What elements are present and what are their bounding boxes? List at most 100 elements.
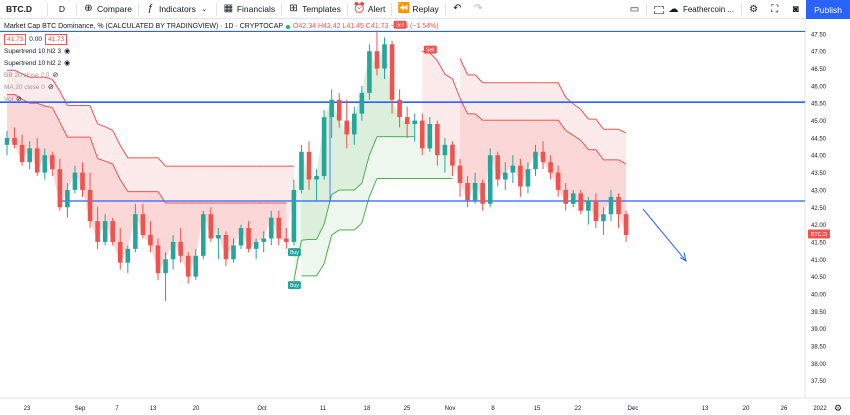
candle-body[interactable] [352,113,357,135]
candle-body[interactable] [419,120,425,149]
candle-body[interactable] [65,189,70,208]
candle-body[interactable] [510,165,516,173]
candle-body[interactable] [623,214,629,236]
candle-body[interactable] [246,228,251,249]
candle-body[interactable] [117,241,123,263]
candle-body[interactable] [389,44,395,100]
candle-body[interactable] [435,124,440,156]
candle-body[interactable] [570,193,576,204]
indicator-row[interactable]: BB 20 close 2 0 ⊘ [4,70,439,81]
candle-body[interactable] [525,169,531,187]
candle-body[interactable] [238,228,244,246]
eye-hidden-icon[interactable]: ⊘ [47,84,54,91]
candle-body[interactable] [314,176,319,180]
candle-body[interactable] [208,214,214,239]
candle-body[interactable] [27,148,32,163]
candle-body[interactable] [95,221,100,242]
candle-body[interactable] [344,120,350,135]
candle-body[interactable] [80,172,85,190]
candle-body[interactable] [34,148,40,173]
candle-body[interactable] [276,217,282,239]
candle-body[interactable] [72,172,78,190]
publish-button[interactable]: Publish [806,0,850,19]
candle-body[interactable] [321,117,327,177]
indicators-button[interactable]: ƒ Indicators ⌄ [140,0,215,19]
candle-body[interactable] [480,182,485,204]
layout-toggle[interactable]: ▭ [624,0,645,19]
price-chart[interactable]: 47.50 47.00 46.50 46.00 45.50 45.00 44.50 44.00… [0,20,850,415]
buy-price-box[interactable]: 41.73 [44,34,68,45]
candle-body[interactable] [253,241,259,249]
candle-body[interactable] [163,259,168,274]
redo-button[interactable]: ↷ [468,0,489,19]
templates-button[interactable]: ⊞ Templates [283,0,346,19]
symbol-search[interactable]: BTC.D [6,4,32,14]
candle-body[interactable] [231,245,236,260]
candle-body[interactable] [223,235,229,260]
candle-body[interactable] [374,51,380,69]
candle-body[interactable] [216,235,221,239]
candle-body[interactable] [427,124,433,149]
candle-body[interactable] [404,117,410,125]
price-axis[interactable] [805,20,850,415]
candle-body[interactable] [450,144,455,166]
fullscreen-button[interactable]: ⛶ [764,0,785,19]
candle-body[interactable] [442,144,448,156]
replay-button[interactable]: ⏪ Replay [393,0,443,19]
gear-icon[interactable]: ⚙ [834,404,842,414]
candle-body[interactable] [125,248,131,263]
candle-body[interactable] [87,189,93,222]
candle-body[interactable] [261,238,266,242]
candle-body[interactable] [533,151,538,170]
candle-body[interactable] [555,172,561,190]
candle-body[interactable] [465,182,470,201]
candle-body[interactable] [359,92,365,114]
candle-body[interactable] [495,155,501,180]
snapshot-button[interactable]: ◙ [785,0,806,19]
candle-body[interactable] [42,155,48,173]
candle-body[interactable] [50,155,55,170]
candle-body[interactable] [291,189,297,242]
candle-body[interactable] [367,51,372,93]
candle-body[interactable] [185,255,191,277]
eye-icon[interactable]: ◉ [64,60,71,67]
candle-body[interactable] [284,238,289,242]
candle-body[interactable] [4,137,10,145]
candle-body[interactable] [155,245,161,274]
candle-body[interactable] [601,214,606,222]
candle-body[interactable] [178,241,183,256]
indicator-row[interactable]: Supertrend 10 hl2 3 ◉ [4,46,439,57]
interval-button[interactable]: D [58,4,66,14]
alert-button[interactable]: ⏰ Alert [349,0,390,19]
candle-body[interactable] [57,169,63,208]
candle-body[interactable] [563,189,568,204]
candle-body[interactable] [193,255,199,277]
candle-body[interactable] [412,120,417,125]
indicator-row[interactable]: MA 20 close 0 ⊘ [4,82,439,93]
candle-body[interactable] [518,165,523,187]
sell-price-box[interactable]: 41.73 [4,34,27,45]
candle-body[interactable] [140,214,146,236]
candle-body[interactable] [503,172,508,180]
compare-button[interactable]: ⊕ Compare [78,0,137,19]
candle-body[interactable] [593,200,599,222]
candle-body[interactable] [548,162,553,173]
candle-body[interactable] [170,241,176,260]
candle-body[interactable] [382,44,387,69]
candle-body[interactable] [102,221,108,242]
settings-button[interactable]: ⚙ [743,0,764,19]
chart-canvas[interactable]: 47.50 47.00 46.50 46.00 45.50 45.00 44.50 44.00… [0,20,850,415]
candle-body[interactable] [336,99,342,121]
candle-body[interactable] [586,200,591,211]
eye-icon[interactable]: ◉ [64,48,71,55]
candle-body[interactable] [472,182,478,201]
undo-button[interactable]: ↶ [447,0,468,19]
projection-arrow-line[interactable] [642,208,687,262]
eye-hidden-icon[interactable]: ⊘ [16,96,22,103]
layout-selector[interactable]: ☁ Feathercoin ... [648,4,740,15]
candle-body[interactable] [306,151,312,180]
candle-body[interactable] [540,151,546,163]
candle-body[interactable] [19,144,25,163]
financials-button[interactable]: ▦ Financials [218,0,280,19]
candle-body[interactable] [268,217,274,239]
